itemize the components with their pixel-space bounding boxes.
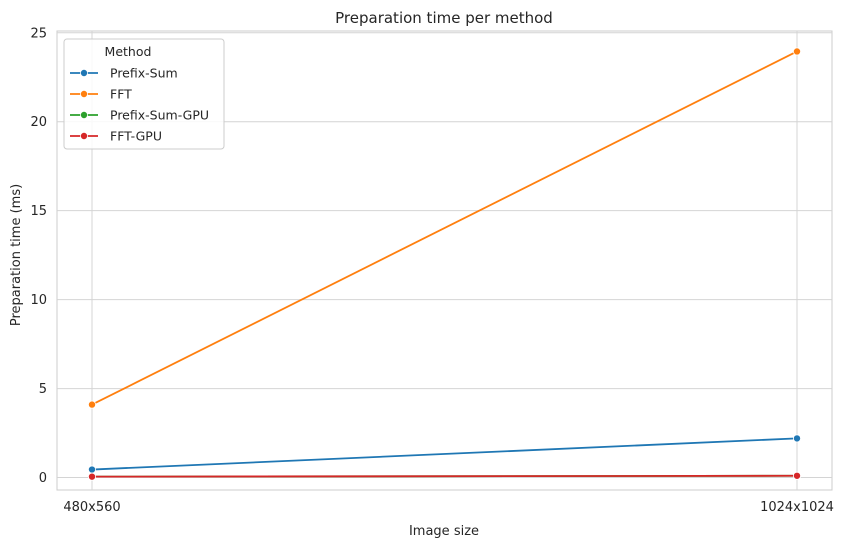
- y-axis-label: Preparation time (ms): [9, 184, 24, 326]
- series-line: [91, 50, 798, 406]
- data-point: [793, 47, 802, 56]
- series-line: [91, 437, 798, 471]
- series-prefix-sum: [88, 434, 802, 474]
- chart-title: Preparation time per method: [335, 9, 553, 27]
- y-tick-label: 0: [39, 471, 47, 486]
- data-point: [88, 465, 97, 474]
- legend-title: Method: [105, 44, 152, 59]
- data-point: [88, 400, 97, 409]
- y-tick-label: 25: [30, 26, 47, 41]
- legend-item: Prefix-Sum: [70, 66, 178, 81]
- data-point: [793, 434, 802, 443]
- legend-item: Prefix-Sum-GPU: [70, 108, 209, 123]
- x-tick-label: 480x560: [63, 500, 120, 515]
- series-layer: [88, 47, 802, 481]
- series-line: [91, 474, 798, 478]
- y-axis: 0 5 10 15 20 25: [30, 26, 47, 486]
- legend-box: [63, 38, 225, 150]
- legend-marker: [80, 69, 89, 78]
- series-fft: [88, 47, 802, 409]
- legend-label: Prefix-Sum: [110, 66, 178, 81]
- legend-label: FFT-GPU: [110, 129, 162, 144]
- x-axis: 480x560 1024x1024: [63, 500, 834, 515]
- legend-marker: [80, 111, 89, 120]
- y-tick-label: 5: [39, 382, 47, 397]
- x-tick-label: 1024x1024: [760, 500, 834, 515]
- y-tick-label: 20: [30, 115, 47, 130]
- legend-item: FFT: [70, 87, 132, 102]
- y-tick-label: 10: [30, 293, 47, 308]
- legend-label: FFT: [110, 87, 132, 102]
- legend-item: FFT-GPU: [70, 129, 162, 144]
- data-point: [793, 471, 802, 480]
- legend-marker: [80, 90, 89, 99]
- data-point: [88, 472, 97, 481]
- legend-label: Prefix-Sum-GPU: [110, 108, 209, 123]
- x-axis-label: Image size: [409, 524, 479, 539]
- legend: Method Prefix-Sum FFT Prefix-Sum-GPU FFT-GPU: [63, 38, 225, 150]
- legend-marker: [80, 131, 89, 140]
- series-fft-gpu: [88, 471, 802, 481]
- y-tick-label: 15: [30, 204, 47, 219]
